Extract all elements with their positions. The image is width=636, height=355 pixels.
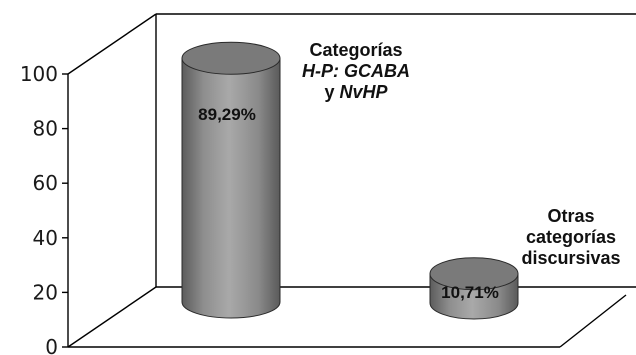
y-axis: 0 20 40 60 80 100 <box>20 62 68 355</box>
category-labels: Categorías H-P: GCABA y NvHP Otras categoría… <box>302 40 621 268</box>
bar: 10,71% <box>429 257 519 320</box>
bar: 89,29% <box>181 41 281 319</box>
data-label: 10,71% <box>441 283 499 302</box>
frame-edge <box>559 294 627 348</box>
y-tick-label: 0 <box>45 335 58 355</box>
category-label: Otras categorías discursivas <box>521 206 620 268</box>
y-tick-label: 80 <box>33 117 58 141</box>
y-tick-label: 20 <box>33 280 58 304</box>
bar-top <box>429 257 519 291</box>
y-tick-label: 40 <box>33 226 58 250</box>
data-label: 89,29% <box>198 105 256 124</box>
bars: 89,29% 10,71% <box>181 41 519 320</box>
y-tick-label: 100 <box>20 62 58 86</box>
frame-edge <box>67 13 157 75</box>
bar-body <box>181 57 281 319</box>
bar-top <box>181 41 281 75</box>
frame-edge <box>67 286 157 348</box>
y-tick-label: 60 <box>33 171 58 195</box>
category-label: Categorías H-P: GCABA y NvHP <box>302 40 410 102</box>
